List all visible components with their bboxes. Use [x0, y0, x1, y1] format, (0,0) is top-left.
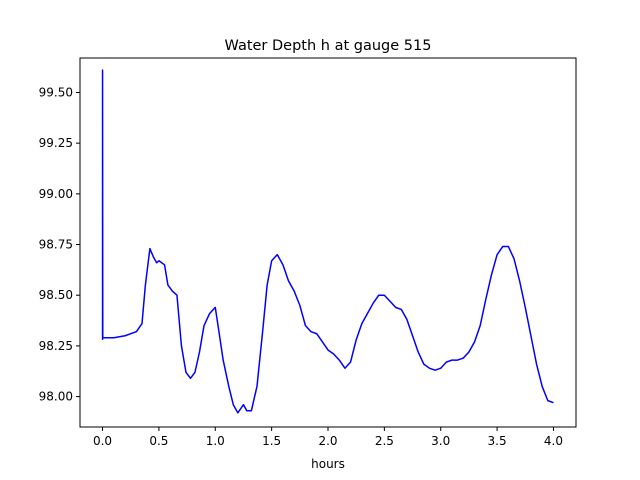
y-axis-ticks: 98.00 98.25 98.50 98.75 99.00 99.25 99.50 — [39, 85, 80, 404]
x-axis-label: hours — [311, 457, 345, 471]
x-axis-ticks: 0.0 0.5 1.0 1.5 2.0 2.5 3.0 3.5 4.0 — [93, 427, 563, 448]
x-tick-label: 0.5 — [149, 434, 168, 448]
x-tick-label: 3.0 — [431, 434, 450, 448]
y-tick-label: 98.00 — [39, 390, 73, 404]
x-tick-label: 2.0 — [318, 434, 337, 448]
y-tick-label: 98.50 — [39, 288, 73, 302]
x-tick-label: 0.0 — [93, 434, 112, 448]
x-tick-label: 4.0 — [544, 434, 563, 448]
x-tick-label: 2.5 — [375, 434, 394, 448]
series-layer — [101, 69, 554, 414]
x-tick-label: 1.0 — [206, 434, 225, 448]
y-tick-label: 99.00 — [39, 187, 73, 201]
series-line — [101, 69, 554, 414]
y-tick-label: 98.25 — [39, 339, 73, 353]
plot-area-frame — [79, 57, 577, 428]
y-tick-label: 99.25 — [39, 136, 73, 150]
y-tick-label: 98.75 — [39, 238, 73, 252]
x-tick-label: 3.5 — [488, 434, 507, 448]
x-tick-label: 1.5 — [262, 434, 281, 448]
y-tick-label: 99.50 — [39, 85, 73, 99]
chart-title: Water Depth h at gauge 515 — [225, 38, 432, 54]
